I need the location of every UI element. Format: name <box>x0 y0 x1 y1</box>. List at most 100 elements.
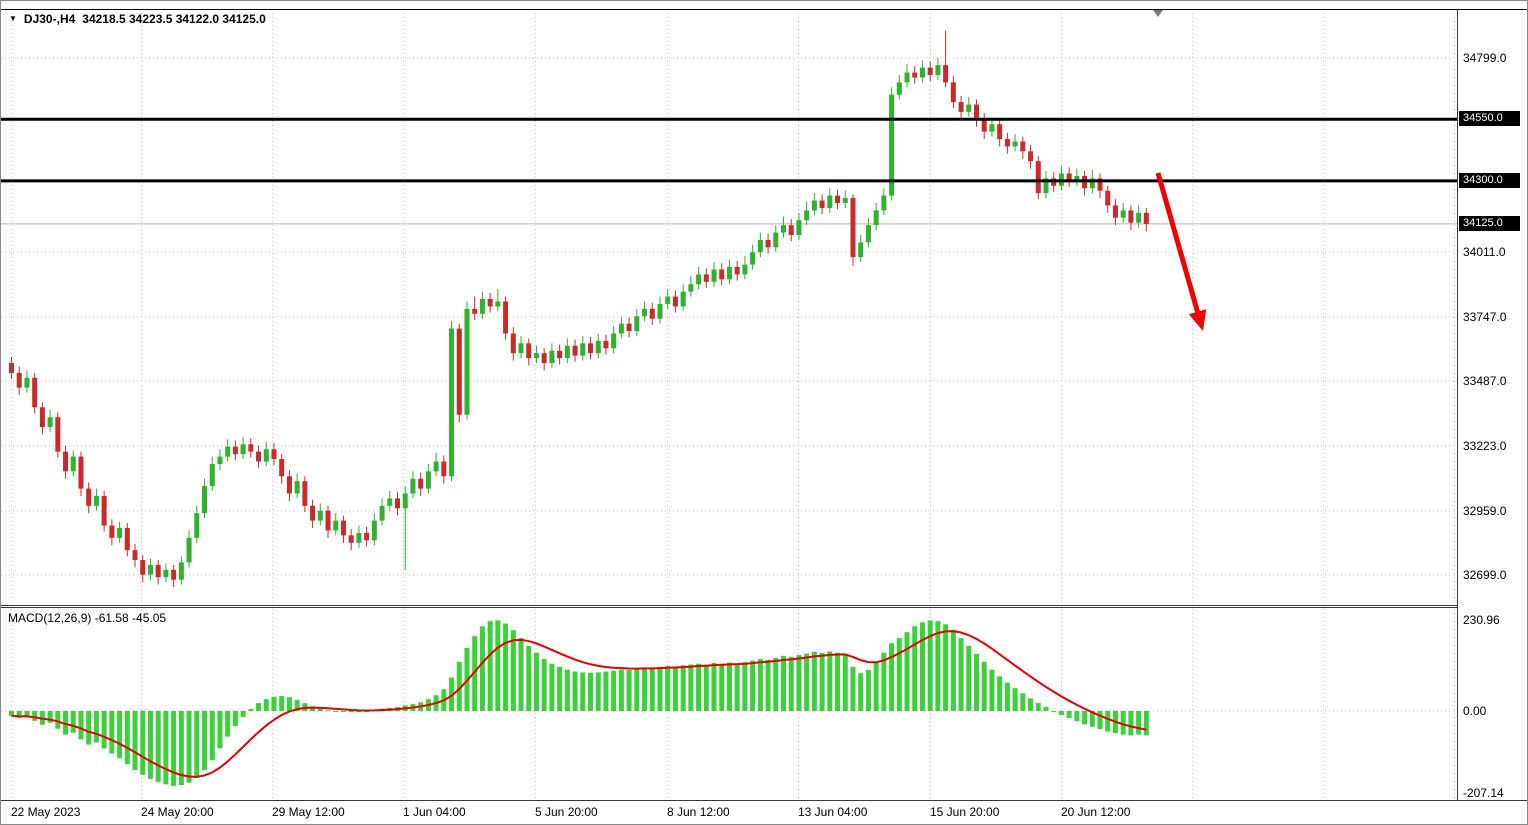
macd-bar <box>533 652 539 711</box>
candle-body <box>649 308 655 319</box>
candle-body <box>526 343 532 359</box>
candle-body <box>665 296 671 304</box>
macd-bar <box>340 711 346 712</box>
candle-body <box>1089 178 1095 189</box>
macd-bar <box>626 670 632 711</box>
macd-bar <box>1004 682 1010 711</box>
candle-body <box>425 471 431 489</box>
macd-bar <box>117 711 123 759</box>
candle-body <box>333 520 339 531</box>
macd-bar <box>1097 711 1103 730</box>
candle-body <box>1074 175 1080 181</box>
macd-bar <box>796 655 802 711</box>
candle-body <box>588 343 593 354</box>
macd-bar <box>194 711 200 778</box>
candle-body <box>194 513 200 538</box>
candle-body <box>240 444 246 455</box>
candle-body <box>1105 190 1111 206</box>
candle-body <box>966 104 972 112</box>
macd-bar <box>472 636 478 711</box>
macd-bar <box>456 661 462 711</box>
macd-indicator-label: MACD(12,26,9) -61.58 -45.05 <box>8 611 167 625</box>
candle-body <box>950 82 956 103</box>
candle-body <box>209 463 215 487</box>
candle-body <box>788 225 794 236</box>
candle-body <box>302 481 308 506</box>
candle-body <box>811 200 817 211</box>
candle-body <box>225 446 231 457</box>
macd-bar <box>711 662 717 711</box>
trend-arrow[interactable] <box>1155 172 1207 331</box>
macd-bar <box>24 711 30 717</box>
candle-body <box>919 67 925 78</box>
candle-body <box>410 478 416 494</box>
macd-bar <box>549 663 555 711</box>
candle-body <box>981 119 987 132</box>
candle-body <box>896 82 902 95</box>
macd-bar <box>804 653 810 711</box>
macd-bar <box>526 645 532 711</box>
candle-body <box>842 198 848 204</box>
candle-body <box>217 456 223 464</box>
macd-bar <box>32 711 38 721</box>
candle-body <box>564 345 570 359</box>
candle-body <box>16 372 22 388</box>
macd-bar <box>750 660 756 711</box>
candle-body <box>279 459 285 477</box>
candle-body <box>101 495 107 526</box>
candle-body <box>263 449 269 462</box>
macd-bar <box>47 711 53 723</box>
candle-body <box>873 210 879 226</box>
macd-bar <box>557 666 563 711</box>
candle-body <box>804 210 810 221</box>
candle-body <box>611 333 617 349</box>
macd-bar <box>348 711 354 713</box>
candle-body <box>24 377 30 388</box>
candle-body <box>1143 212 1149 224</box>
symbol-dropdown-icon[interactable]: ▼ <box>9 14 17 23</box>
macd-bar <box>495 620 501 711</box>
macd-bar <box>63 711 69 735</box>
candle-body <box>271 449 277 460</box>
candle-body <box>796 220 802 236</box>
candle-body <box>495 301 501 307</box>
macd-bar <box>541 658 547 711</box>
macd-bar <box>943 624 949 711</box>
candle-body <box>1020 141 1026 152</box>
candle-body <box>340 520 346 536</box>
candle-body <box>726 267 732 280</box>
macd-bar <box>1082 711 1088 725</box>
macd-bar <box>657 666 663 711</box>
symbol-ohlc-values: 34218.5 34223.5 34122.0 34125.0 <box>82 12 266 26</box>
macd-bar <box>1128 711 1134 736</box>
macd-bar <box>935 621 941 711</box>
symbol-name: DJ30-,H4 <box>23 12 76 26</box>
macd-bar <box>649 668 655 711</box>
macd-bar <box>835 652 841 711</box>
macd-bar <box>503 623 509 711</box>
candle-body <box>595 340 601 354</box>
macd-bar <box>672 666 678 711</box>
candle-body <box>642 308 648 317</box>
macd-bar <box>966 645 972 711</box>
candle-body <box>719 269 725 280</box>
macd-bar <box>665 666 671 711</box>
candle-body <box>286 476 292 494</box>
macd-signal-line <box>11 630 1147 778</box>
candle-body <box>395 498 400 509</box>
macd-bar <box>696 663 702 711</box>
macd-bar <box>896 638 902 711</box>
candle-body <box>680 291 686 307</box>
macd-bar <box>595 672 601 711</box>
macd-bar <box>294 699 300 711</box>
candle-body <box>657 303 663 319</box>
macd-bar <box>1058 711 1064 715</box>
candle-body <box>1136 212 1142 223</box>
candle-body <box>140 559 146 575</box>
macd-bar <box>310 706 316 711</box>
macd-bar <box>209 711 215 761</box>
candle-body <box>464 308 470 415</box>
candles-layer[interactable] <box>9 30 1149 588</box>
macd-bar <box>688 664 694 711</box>
